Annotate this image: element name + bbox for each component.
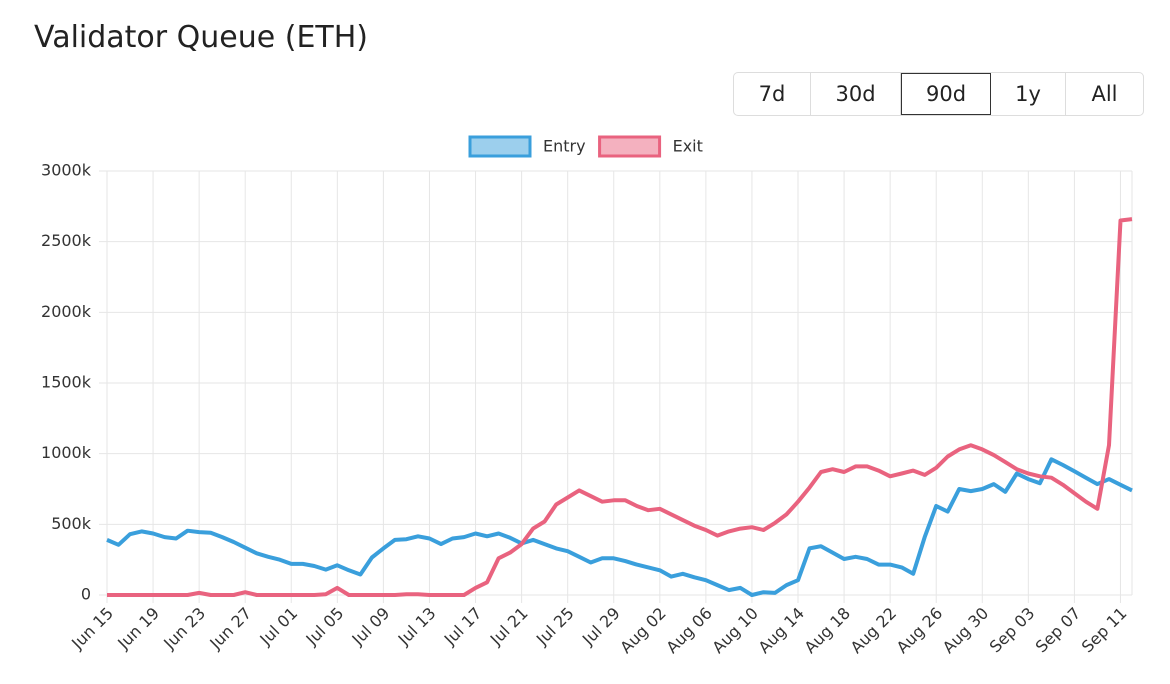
- x-tick-label: Jul 25: [532, 604, 578, 650]
- x-tick-label: Jun 15: [67, 604, 117, 654]
- legend-swatch: [598, 135, 662, 158]
- x-tick-label: Aug 22: [847, 604, 901, 658]
- x-tick-label: Jul 13: [394, 604, 440, 650]
- x-tick-label: Aug 10: [708, 604, 762, 658]
- x-tick-label: Aug 06: [662, 604, 716, 658]
- x-tick-label: Sep 07: [1032, 604, 1085, 657]
- y-tick-label: 3000k: [41, 161, 92, 180]
- x-tick-label: Jul 21: [486, 604, 532, 650]
- range-button[interactable]: 90d: [901, 73, 991, 115]
- range-button[interactable]: 30d: [811, 73, 901, 115]
- x-tick-label: Jul 05: [302, 604, 348, 650]
- y-tick-label: 1000k: [41, 443, 92, 462]
- range-button[interactable]: 7d: [734, 73, 811, 115]
- line-series: [106, 457, 1133, 597]
- x-tick-label: Jul 01: [255, 604, 301, 650]
- legend-swatch: [468, 135, 532, 158]
- y-tick-label: 1500k: [41, 373, 92, 392]
- x-tick-label: Jul 17: [440, 604, 486, 650]
- range-button[interactable]: 1y: [991, 73, 1066, 115]
- x-tick-label: Sep 03: [986, 604, 1039, 657]
- x-tick-label: Aug 18: [801, 604, 855, 658]
- x-tick-label: Jul 09: [348, 604, 394, 650]
- y-tick-label: 2500k: [41, 231, 92, 250]
- range-selector: 7d 30d 90d 1y All: [733, 72, 1144, 116]
- x-tick-label: Aug 14: [755, 604, 809, 658]
- x-tick-label: Jun 19: [113, 604, 163, 654]
- x-tick-label: Aug 26: [893, 604, 947, 658]
- y-tick-label: 0: [81, 585, 91, 604]
- range-button[interactable]: All: [1091, 82, 1118, 106]
- x-tick-label: Aug 30: [939, 604, 993, 658]
- chart-title: Validator Queue (ETH): [34, 20, 368, 55]
- y-tick-label: 2000k: [41, 302, 92, 321]
- x-tick-label: Jun 27: [205, 604, 255, 654]
- x-tick-label: Sep 11: [1078, 604, 1131, 657]
- legend-label: Entry: [543, 137, 586, 156]
- line-series: [107, 217, 1133, 597]
- x-tick-label: Aug 02: [616, 604, 670, 658]
- y-tick-label: 500k: [51, 514, 92, 533]
- x-tick-label: Jun 23: [159, 604, 209, 654]
- legend-label: Exit: [673, 137, 703, 156]
